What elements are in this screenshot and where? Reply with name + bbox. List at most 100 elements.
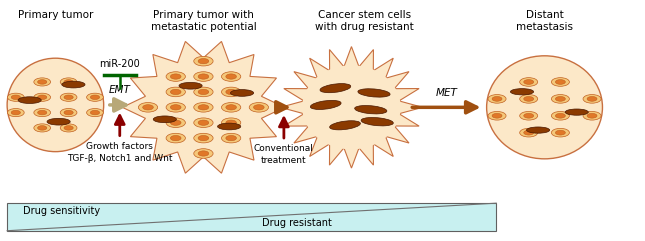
Ellipse shape <box>64 126 73 130</box>
Ellipse shape <box>170 135 181 141</box>
Text: Primary tumor: Primary tumor <box>17 10 93 20</box>
Ellipse shape <box>520 78 538 86</box>
Ellipse shape <box>37 110 47 115</box>
Ellipse shape <box>520 128 538 137</box>
Ellipse shape <box>60 108 77 117</box>
Ellipse shape <box>90 110 99 115</box>
Ellipse shape <box>198 151 209 156</box>
Ellipse shape <box>139 102 157 112</box>
Ellipse shape <box>37 95 47 100</box>
Ellipse shape <box>551 111 570 120</box>
Ellipse shape <box>18 97 41 103</box>
Ellipse shape <box>170 105 181 110</box>
Ellipse shape <box>583 94 601 103</box>
Ellipse shape <box>221 118 241 127</box>
Ellipse shape <box>37 80 47 84</box>
Ellipse shape <box>303 65 401 149</box>
Text: TGF-β, Notch1 and Wnt: TGF-β, Notch1 and Wnt <box>67 154 172 163</box>
Text: treatment: treatment <box>261 156 306 165</box>
Ellipse shape <box>194 72 213 81</box>
Ellipse shape <box>492 114 502 118</box>
Ellipse shape <box>587 96 597 101</box>
Ellipse shape <box>226 89 237 94</box>
Text: Cancer stem cells
with drug resistant: Cancer stem cells with drug resistant <box>315 10 413 32</box>
Text: MET: MET <box>435 88 457 98</box>
Ellipse shape <box>510 89 533 95</box>
Ellipse shape <box>34 124 50 132</box>
Ellipse shape <box>361 118 393 126</box>
Ellipse shape <box>488 94 506 103</box>
Text: Primary tumor with
metastatic potential: Primary tumor with metastatic potential <box>150 10 256 32</box>
Ellipse shape <box>198 105 209 110</box>
Polygon shape <box>123 41 284 173</box>
Ellipse shape <box>526 127 550 133</box>
Ellipse shape <box>62 81 85 88</box>
Ellipse shape <box>198 135 209 141</box>
Ellipse shape <box>555 114 565 118</box>
Ellipse shape <box>90 95 99 100</box>
Ellipse shape <box>330 121 361 130</box>
Text: Drug resistant: Drug resistant <box>262 218 332 228</box>
Ellipse shape <box>217 123 241 130</box>
Text: Distant
metastasis: Distant metastasis <box>516 10 573 32</box>
Ellipse shape <box>555 80 565 84</box>
Ellipse shape <box>492 96 502 101</box>
Ellipse shape <box>166 87 185 97</box>
Ellipse shape <box>194 118 213 127</box>
Ellipse shape <box>47 118 70 125</box>
Ellipse shape <box>194 102 213 112</box>
Ellipse shape <box>8 108 24 117</box>
Ellipse shape <box>194 56 213 66</box>
Ellipse shape <box>170 74 181 79</box>
Ellipse shape <box>524 114 533 118</box>
Ellipse shape <box>555 130 565 135</box>
Ellipse shape <box>198 74 209 79</box>
Ellipse shape <box>551 78 570 86</box>
Ellipse shape <box>198 89 209 94</box>
Ellipse shape <box>198 120 209 125</box>
Ellipse shape <box>249 102 268 112</box>
Ellipse shape <box>194 87 213 97</box>
Ellipse shape <box>179 82 202 89</box>
Ellipse shape <box>226 105 237 110</box>
Ellipse shape <box>170 89 181 94</box>
Ellipse shape <box>37 126 47 130</box>
Ellipse shape <box>86 93 103 101</box>
Text: miR-200: miR-200 <box>99 59 140 69</box>
Ellipse shape <box>524 96 533 101</box>
Ellipse shape <box>583 111 601 120</box>
Ellipse shape <box>221 102 241 112</box>
Ellipse shape <box>221 72 241 81</box>
Ellipse shape <box>7 58 104 152</box>
Ellipse shape <box>320 84 351 93</box>
FancyBboxPatch shape <box>7 203 496 231</box>
Ellipse shape <box>64 110 73 115</box>
Ellipse shape <box>488 111 506 120</box>
Ellipse shape <box>226 74 237 79</box>
Ellipse shape <box>143 105 154 110</box>
Ellipse shape <box>34 78 50 86</box>
Ellipse shape <box>520 94 538 103</box>
Ellipse shape <box>221 87 241 97</box>
Ellipse shape <box>34 108 50 117</box>
Ellipse shape <box>64 80 73 84</box>
Ellipse shape <box>524 80 533 84</box>
Ellipse shape <box>230 90 253 96</box>
Ellipse shape <box>194 133 213 143</box>
Ellipse shape <box>221 133 241 143</box>
Ellipse shape <box>565 109 588 115</box>
Ellipse shape <box>194 149 213 158</box>
Ellipse shape <box>358 89 390 97</box>
Ellipse shape <box>154 116 176 123</box>
Ellipse shape <box>170 120 181 125</box>
Ellipse shape <box>8 93 24 101</box>
Polygon shape <box>281 47 422 168</box>
Ellipse shape <box>60 124 77 132</box>
Ellipse shape <box>253 105 264 110</box>
Text: EMT: EMT <box>109 85 131 95</box>
Ellipse shape <box>520 111 538 120</box>
Ellipse shape <box>524 130 533 135</box>
Ellipse shape <box>310 100 341 109</box>
Text: Growth factors: Growth factors <box>86 142 154 151</box>
Ellipse shape <box>166 102 185 112</box>
